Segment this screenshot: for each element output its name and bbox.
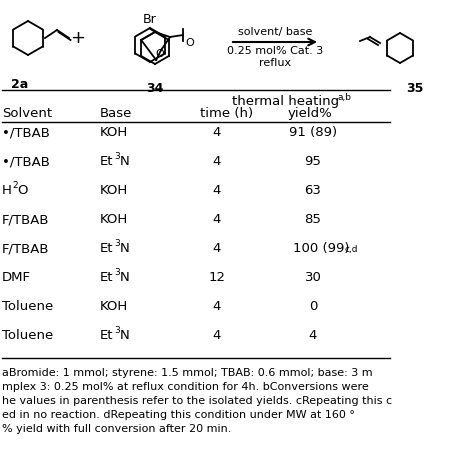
Text: 95: 95 [305, 155, 321, 168]
Text: O: O [185, 38, 194, 48]
Text: 85: 85 [305, 213, 321, 226]
Text: 4: 4 [213, 184, 221, 197]
Text: N: N [120, 271, 130, 284]
Text: % yield with full conversion after 20 min.: % yield with full conversion after 20 mi… [2, 424, 231, 434]
Text: 4: 4 [213, 155, 221, 168]
Text: 91 (89): 91 (89) [289, 126, 337, 139]
Text: 100 (99): 100 (99) [293, 242, 349, 255]
Text: KOH: KOH [100, 126, 128, 139]
Text: H: H [2, 184, 12, 197]
Text: •/TBAB: •/TBAB [2, 126, 50, 139]
Text: a,b: a,b [338, 93, 352, 102]
Text: KOH: KOH [100, 300, 128, 313]
Text: Et: Et [100, 329, 113, 342]
Text: 4: 4 [309, 329, 317, 342]
Text: KOH: KOH [100, 213, 128, 226]
Text: 2a: 2a [11, 78, 28, 91]
Text: N: N [120, 155, 130, 168]
Text: 35: 35 [406, 82, 424, 95]
Text: 63: 63 [305, 184, 321, 197]
Text: O: O [17, 184, 27, 197]
Text: time (h): time (h) [200, 107, 253, 120]
Text: solvent/ base: solvent/ base [238, 27, 312, 37]
Text: 0: 0 [309, 300, 317, 313]
Text: 4: 4 [213, 300, 221, 313]
Text: Et: Et [100, 155, 113, 168]
Text: KOH: KOH [100, 184, 128, 197]
Text: 4: 4 [213, 329, 221, 342]
Text: 3: 3 [114, 152, 120, 161]
Text: O: O [156, 49, 164, 59]
Text: Br: Br [143, 13, 157, 26]
Text: F/TBAB: F/TBAB [2, 242, 49, 255]
Text: aBromide: 1 mmol; styrene: 1.5 mmol; TBAB: 0.6 mmol; base: 3 m: aBromide: 1 mmol; styrene: 1.5 mmol; TBA… [2, 368, 373, 378]
Text: Et: Et [100, 271, 113, 284]
Text: DMF: DMF [2, 271, 31, 284]
Text: Toluene: Toluene [2, 329, 53, 342]
Text: Base: Base [100, 107, 132, 120]
Text: 4: 4 [213, 213, 221, 226]
Text: Et: Et [100, 242, 113, 255]
Text: 3: 3 [114, 268, 120, 277]
Text: 2: 2 [12, 181, 18, 190]
Text: Toluene: Toluene [2, 300, 53, 313]
Text: 4: 4 [213, 242, 221, 255]
Text: 30: 30 [305, 271, 321, 284]
Text: Solvent: Solvent [2, 107, 52, 120]
Text: N: N [120, 329, 130, 342]
Text: reflux: reflux [259, 58, 291, 68]
Text: yield%: yield% [288, 107, 333, 120]
Text: 12: 12 [209, 271, 226, 284]
Text: 4: 4 [213, 126, 221, 139]
Text: F/TBAB: F/TBAB [2, 213, 49, 226]
Text: •/TBAB: •/TBAB [2, 155, 50, 168]
Text: 3: 3 [114, 239, 120, 248]
Text: +: + [71, 29, 85, 47]
Text: mplex 3: 0.25 mol% at reflux condition for 4h. bConversions were: mplex 3: 0.25 mol% at reflux condition f… [2, 382, 369, 392]
Text: 0.25 mol% Cat. 3: 0.25 mol% Cat. 3 [227, 46, 323, 56]
Text: thermal heating: thermal heating [232, 95, 339, 108]
Text: ed in no reaction. dRepeating this condition under MW at 160 °: ed in no reaction. dRepeating this condi… [2, 410, 355, 420]
Text: c,d: c,d [345, 245, 358, 254]
Text: 34: 34 [146, 82, 164, 95]
Text: he values in parenthesis refer to the isolated yields. cRepeating this c: he values in parenthesis refer to the is… [2, 396, 392, 406]
Text: N: N [120, 242, 130, 255]
Text: 3: 3 [114, 326, 120, 335]
